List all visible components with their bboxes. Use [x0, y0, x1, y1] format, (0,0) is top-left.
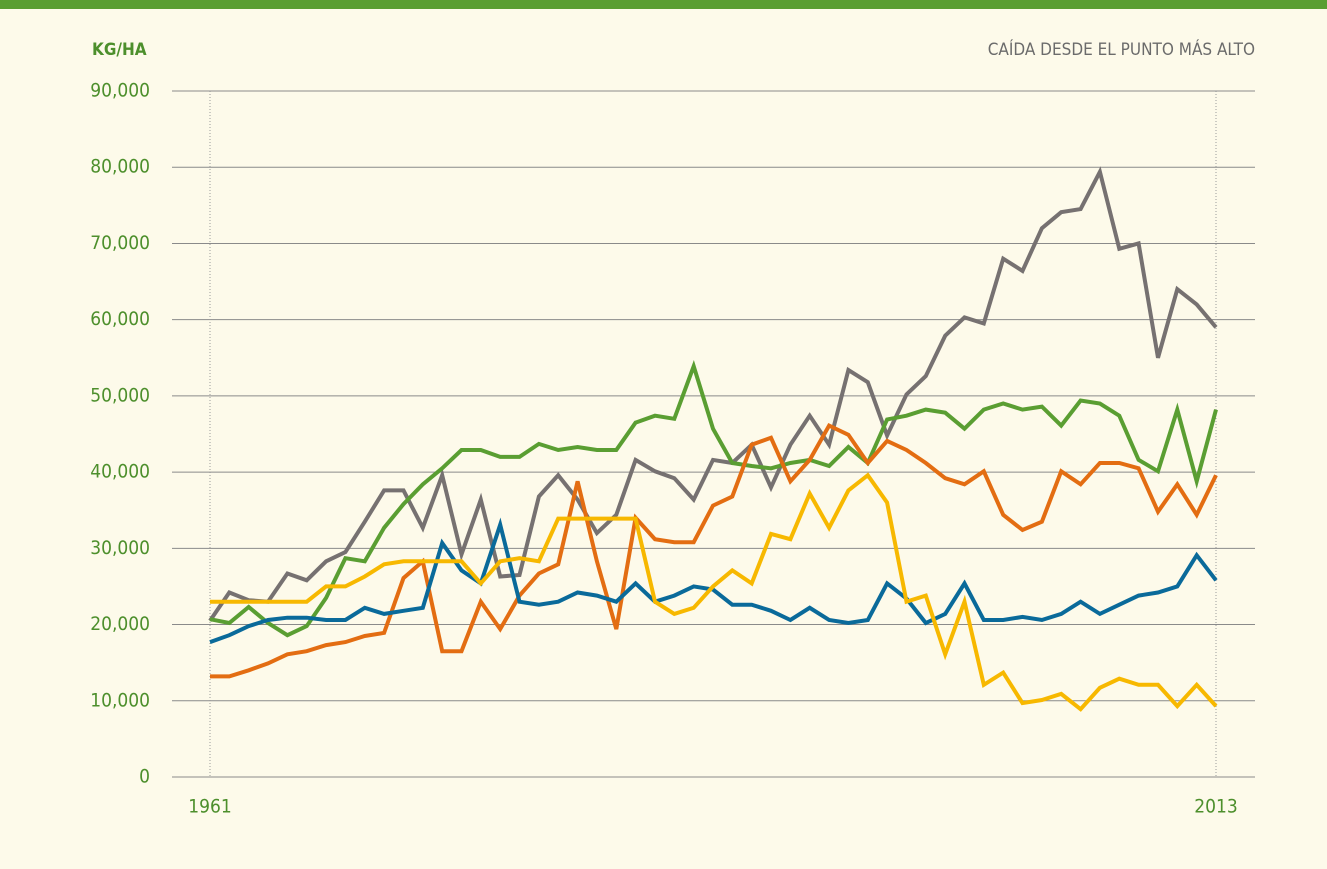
x-tick-label: 1961 — [188, 796, 232, 818]
y-tick-label: 50,000 — [90, 384, 150, 406]
y-tick-label: 20,000 — [90, 613, 150, 635]
series-line — [210, 472, 1218, 712]
y-tick-label: 80,000 — [90, 156, 150, 178]
y-axis-label: KG/HA — [92, 40, 147, 60]
top-bar — [0, 0, 1327, 9]
series-line — [210, 422, 1218, 679]
y-tick-label: 40,000 — [90, 461, 150, 483]
annotation: CAÍDA DESDE EL PUNTO MÁS ALTO — [988, 38, 1255, 60]
y-tick-label: 70,000 — [90, 232, 150, 254]
series-line — [209, 517, 1218, 644]
series-line — [209, 359, 1218, 638]
y-tick-label: 10,000 — [90, 689, 150, 711]
y-tick-label: 90,000 — [90, 80, 150, 102]
y-tick-label: 30,000 — [90, 537, 150, 559]
y-tick-label: 60,000 — [90, 308, 150, 330]
x-tick-label: 2013 — [1194, 796, 1238, 818]
series-line — [208, 166, 1218, 622]
y-tick-label: 0 — [139, 766, 150, 788]
